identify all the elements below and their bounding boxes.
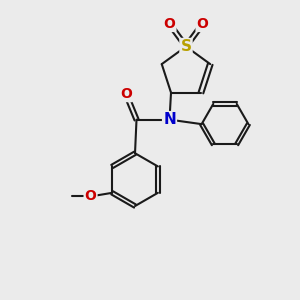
Text: O: O <box>196 17 208 31</box>
Text: O: O <box>164 17 175 31</box>
Text: N: N <box>163 112 176 127</box>
Text: S: S <box>181 39 191 54</box>
Text: O: O <box>85 189 97 203</box>
Text: O: O <box>120 87 132 101</box>
